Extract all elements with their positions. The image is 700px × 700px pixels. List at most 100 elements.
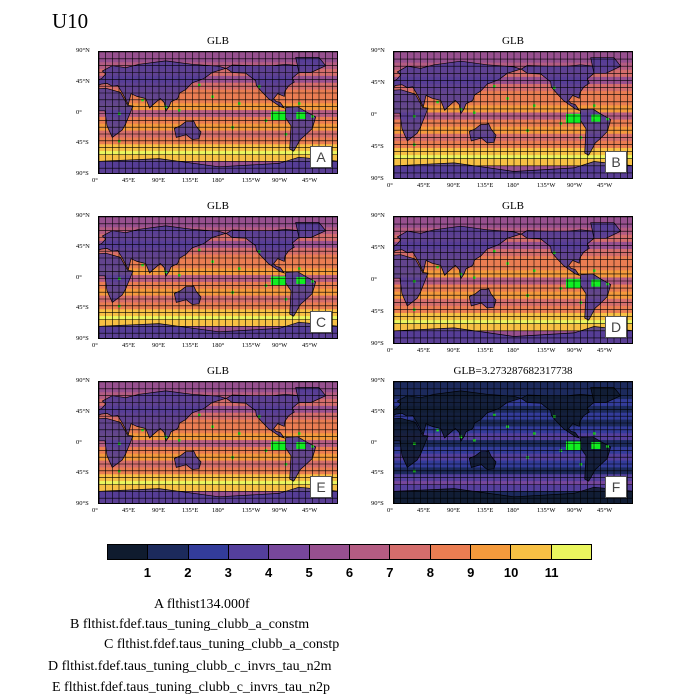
lat-tick-label: 90°S [76, 170, 89, 177]
field-band [99, 322, 337, 327]
colorbar-swatch [390, 545, 431, 559]
lon-tick-label: 180° [212, 507, 225, 514]
map-field-a [99, 52, 337, 173]
field-band [99, 157, 337, 162]
field-band [99, 467, 337, 472]
field-band [99, 82, 337, 87]
field-band [99, 491, 337, 496]
field-band [99, 96, 337, 101]
field-band [394, 133, 632, 138]
field-band [394, 241, 632, 246]
field-band [99, 292, 337, 297]
legend-entry: A flthist134.000f [154, 597, 250, 612]
lon-tick-label: 45°E [417, 507, 431, 514]
lon-tick-label: 45°W [597, 347, 613, 354]
field-band [99, 326, 337, 331]
field-band [99, 75, 337, 80]
field-band [99, 52, 337, 56]
missing-data-region [566, 441, 581, 451]
lon-tick-label: 0° [92, 177, 98, 184]
lat-tick-label: 45°S [371, 143, 384, 150]
field-band [394, 388, 632, 393]
map-field-e [99, 382, 337, 503]
colorbar-swatch [470, 545, 512, 559]
field-band [99, 254, 337, 259]
field-band [99, 261, 337, 266]
lon-tick-label: 90°W [272, 507, 288, 514]
field-band [394, 446, 632, 451]
lat-tick-label: 45°S [76, 469, 89, 477]
field-band [394, 291, 632, 296]
lon-tick-label: 135°E [477, 182, 494, 189]
field-band [99, 402, 337, 407]
lon-tick-label: 45°W [302, 507, 318, 514]
field-band [394, 126, 632, 131]
field-band [99, 487, 337, 492]
field-band [394, 487, 632, 492]
missing-data-region [271, 111, 286, 121]
field-band [99, 151, 337, 155]
field-band [99, 305, 337, 310]
lon-tick-label: 90°W [567, 347, 583, 354]
panel-letter-e: E [310, 476, 332, 498]
field-band [394, 245, 632, 250]
field-band [99, 93, 337, 97]
field-band [394, 453, 632, 458]
map-panel-c [98, 216, 338, 339]
colorbar-label: 1 [143, 565, 152, 580]
field-band [99, 423, 337, 427]
continent-outline [173, 120, 202, 140]
field-band [99, 271, 337, 276]
lon-tick-label: 45°W [302, 342, 318, 349]
lon-tick-label: 90°W [567, 507, 583, 514]
field-band [99, 58, 337, 63]
lon-tick-label: 135°W [242, 342, 261, 349]
field-band [99, 220, 337, 225]
continent-outline [173, 450, 202, 470]
lon-tick-label: 45°E [417, 347, 431, 354]
field-band [99, 161, 337, 166]
lon-tick-label: 0° [387, 347, 393, 354]
field-band [394, 464, 632, 468]
field-band [99, 453, 337, 458]
lon-tick-label: 135°W [537, 182, 556, 189]
field-band [394, 474, 632, 479]
field-band [99, 316, 337, 320]
lat-tick-label: 90°S [371, 340, 384, 347]
legend-entry: E flthist.fdef.taus_tuning_clubb_c_invrs… [52, 680, 331, 695]
field-band [99, 278, 337, 283]
lon-tick-label: 45°E [122, 507, 136, 514]
colorbar-swatch [108, 545, 149, 559]
field-band [394, 112, 632, 117]
lat-tick-label: 45°N [76, 242, 90, 250]
field-band [99, 440, 337, 444]
panel-title-d: GLB [502, 200, 524, 212]
lon-tick-label: 0° [92, 342, 98, 349]
lat-tick-label: 45°S [76, 304, 89, 312]
field-band [99, 281, 337, 286]
field-band [394, 217, 632, 222]
field-band [394, 302, 632, 307]
field-band [99, 288, 337, 293]
field-band [394, 62, 632, 67]
figure-title: U10 [52, 9, 89, 33]
lat-tick-label: 0° [76, 108, 82, 116]
field-band [394, 477, 632, 482]
field-band [394, 130, 632, 135]
field-band [394, 295, 632, 300]
field-band [394, 484, 632, 489]
field-band [394, 162, 632, 167]
field-band [99, 134, 337, 138]
colorbar [107, 544, 592, 560]
field-band [99, 382, 337, 386]
field-band [99, 470, 337, 475]
lat-tick-label: 45°N [76, 407, 90, 415]
colorbar-swatch [148, 545, 189, 559]
panel-title-b: GLB [502, 35, 524, 47]
field-band [394, 440, 632, 444]
field-band [99, 436, 337, 441]
field-band [394, 323, 632, 328]
field-band [99, 392, 337, 397]
field-band [394, 94, 632, 99]
field-band [99, 319, 337, 324]
